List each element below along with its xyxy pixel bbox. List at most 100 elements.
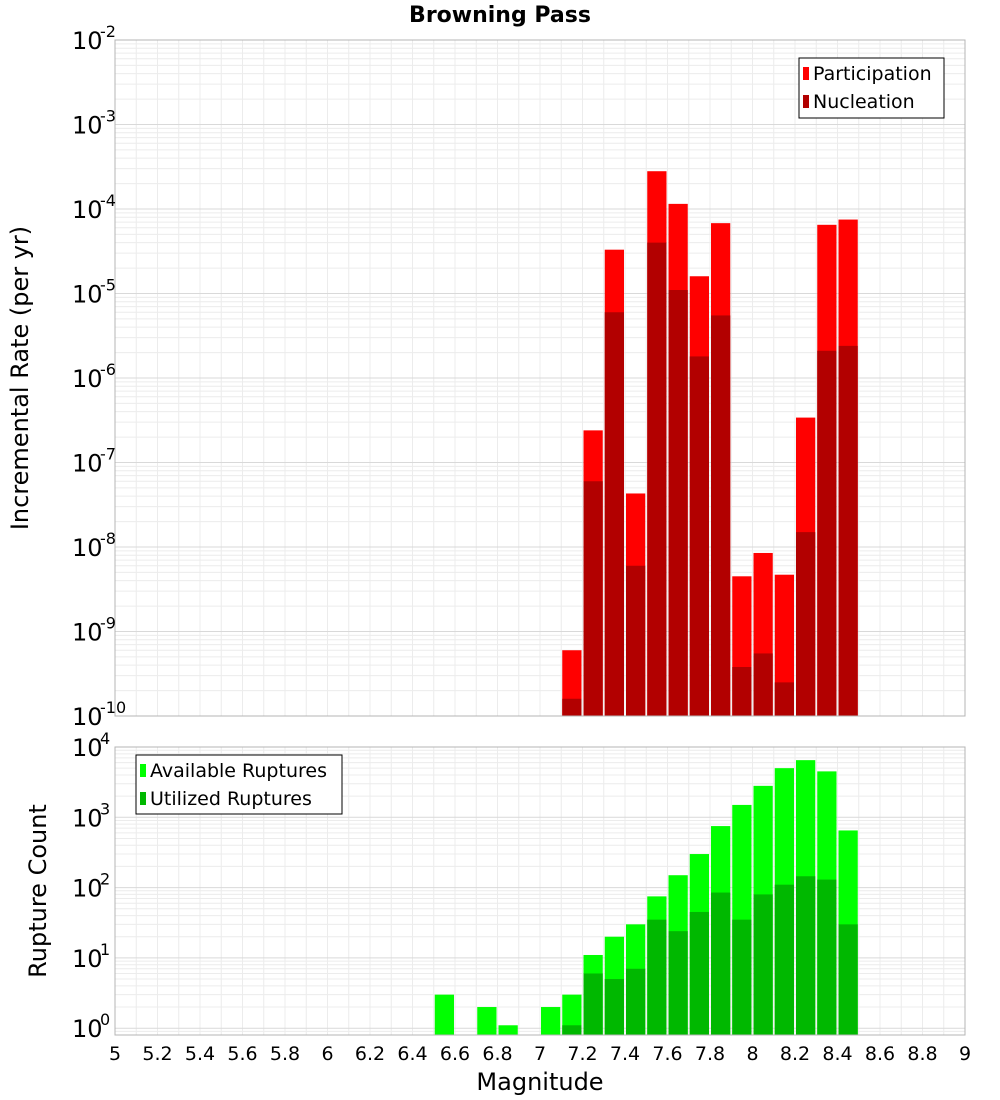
available-legend-label: Available Ruptures: [150, 760, 327, 782]
rate-y-tick-base: 10: [72, 27, 103, 55]
rate-y-axis-label: Incremental Rate (per yr): [6, 226, 34, 530]
chart-title: Browning Pass: [409, 3, 591, 28]
count-bar-secondary: [689, 911, 709, 1035]
nucleation-legend-label: Nucleation: [813, 91, 915, 113]
count-y-axis-label: Rupture Count: [24, 804, 52, 978]
rate-bar-secondary: [711, 315, 731, 716]
x-tick-label: 5: [109, 1043, 121, 1065]
rate-y-tick-exponent: -5: [100, 276, 116, 295]
rate-chart: Browning Pass 10-1010-910-810-710-610-51…: [6, 3, 966, 731]
utilized-legend-label: Utilized Ruptures: [150, 788, 312, 810]
rate-bar-secondary: [753, 653, 773, 716]
rate-bar-secondary: [796, 532, 816, 716]
rate-plot-frame: [114, 39, 966, 717]
count-bar-secondary: [711, 892, 731, 1035]
x-tick-label: 5.8: [270, 1043, 300, 1065]
x-tick-label: 5.4: [185, 1043, 215, 1065]
count-bar-primary: [562, 994, 582, 1035]
rate-bar-secondary: [626, 565, 646, 716]
count-y-tick-base: 10: [72, 804, 103, 832]
rate-legend: Participation Nucleation: [798, 57, 945, 119]
rate-y-tick-base: 10: [72, 196, 103, 224]
rate-y-tick-base: 10: [72, 534, 103, 562]
x-tick-label: 8.6: [865, 1043, 895, 1065]
rate-bars: [562, 171, 858, 717]
x-tick-label: 8.4: [822, 1043, 852, 1065]
x-tick-label: 8.8: [907, 1043, 937, 1065]
rate-bar-secondary: [647, 242, 667, 717]
rate-bar-primary: [774, 574, 794, 716]
count-bar-secondary: [838, 924, 858, 1035]
utilized-legend-swatch: [140, 792, 146, 805]
count-bar-secondary: [668, 931, 688, 1035]
count-bar-primary: [541, 1007, 561, 1035]
count-bar-secondary: [817, 879, 837, 1035]
x-tick-label: 6.4: [397, 1043, 427, 1065]
rate-bar-secondary: [583, 481, 603, 716]
rate-y-tick-exponent: -8: [100, 529, 116, 548]
count-y-tick-exponent: 2: [100, 870, 110, 889]
magnitude-x-tick-labels: 5 5.2 5.4 5.6 5.8 6 6.2 6.4 6.6 6.8 7 7.2 7.4 7.6 7.8 8…: [109, 1043, 971, 1065]
rate-bar-secondary: [668, 290, 688, 716]
count-legend: Available Ruptures Utilized Ruptures: [135, 754, 343, 815]
count-y-tick-base: 10: [72, 945, 103, 973]
rate-bar-secondary: [604, 312, 624, 716]
count-bars: [434, 760, 858, 1035]
x-tick-label: 7.4: [610, 1043, 640, 1065]
count-bar-primary: [434, 994, 454, 1035]
rate-y-tick-base: 10: [72, 450, 103, 478]
x-tick-label: 6.8: [482, 1043, 512, 1065]
x-tick-label: 7.2: [567, 1043, 597, 1065]
count-bar-secondary: [647, 919, 667, 1035]
rate-legend-box: [798, 57, 945, 119]
rate-bar-secondary: [774, 682, 794, 716]
count-bar-secondary: [583, 973, 603, 1035]
count-bar-primary: [477, 1007, 497, 1035]
rate-y-tick-base: 10: [72, 703, 103, 731]
rate-y-tick-base: 10: [72, 112, 103, 140]
magnitude-x-axis-label: Magnitude: [476, 1068, 603, 1096]
rate-gridlines: [115, 40, 965, 716]
count-y-tick-base: 10: [72, 1015, 103, 1043]
x-tick-label: 6: [321, 1043, 333, 1065]
count-bar-secondary: [732, 919, 752, 1035]
count-bar-secondary: [796, 876, 816, 1035]
x-tick-label: 7.8: [695, 1043, 725, 1065]
rate-y-tick-exponent: -2: [100, 22, 116, 41]
count-bar-secondary: [626, 968, 646, 1035]
x-tick-label: 7: [534, 1043, 546, 1065]
count-bar-secondary: [562, 1025, 582, 1035]
x-tick-label: 5.6: [227, 1043, 257, 1065]
count-bar-primary: [498, 1025, 518, 1035]
rate-y-tick-base: 10: [72, 281, 103, 309]
count-y-tick-exponent: 1: [100, 940, 110, 959]
available-legend-swatch: [140, 764, 146, 777]
rate-bar-secondary: [838, 345, 858, 716]
rate-bar-secondary: [732, 667, 752, 716]
rate-bar-secondary: [689, 356, 709, 716]
count-legend-box: [135, 754, 343, 815]
count-y-tick-exponent: 3: [100, 799, 110, 818]
x-tick-label: 6.6: [440, 1043, 470, 1065]
x-tick-label: 5.2: [142, 1043, 172, 1065]
nucleation-legend-swatch: [803, 95, 809, 108]
rate-y-tick-base: 10: [72, 365, 103, 393]
x-tick-label: 9: [959, 1043, 971, 1065]
rate-bar-secondary: [817, 350, 837, 716]
rate-bar-secondary: [562, 698, 582, 716]
rate-y-tick-exponent: -9: [100, 614, 116, 633]
count-bar-secondary: [604, 979, 624, 1035]
count-y-tick-exponent: 4: [100, 729, 110, 748]
rate-y-tick-exponent: -6: [100, 360, 116, 379]
count-y-tick-base: 10: [72, 875, 103, 903]
x-tick-label: 7.6: [652, 1043, 682, 1065]
x-tick-label: 6.2: [355, 1043, 385, 1065]
rate-y-tick-exponent: -10: [100, 698, 126, 717]
count-bar-secondary: [774, 884, 794, 1035]
rate-y-tick-exponent: -3: [100, 107, 116, 126]
x-tick-label: 8: [746, 1043, 758, 1065]
participation-legend-label: Participation: [813, 63, 932, 85]
